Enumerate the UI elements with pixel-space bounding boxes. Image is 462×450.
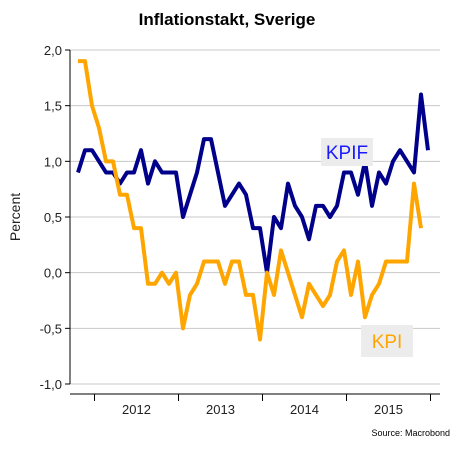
y-tick-labels: 2,0 1,5 1,0 0,5 0,0 -0,5 -1,0: [40, 43, 71, 392]
y-tick-label: 2,0: [44, 43, 62, 58]
kpif-label-text: KPIF: [326, 143, 368, 164]
x-tick-label: 2014: [290, 402, 319, 417]
y-tick-label: 0,0: [44, 266, 62, 281]
y-tick-label: -0,5: [40, 321, 62, 336]
series-line-kpif: [76, 92, 430, 275]
y-axis-label: Percent: [7, 193, 23, 241]
chart-title: Inflationstakt, Sverige: [139, 10, 316, 29]
y-tick-label: 0,5: [44, 210, 62, 225]
series-line-kpi: [78, 59, 423, 342]
series-lines: [76, 59, 430, 342]
kpif-label: KPIF: [321, 138, 373, 166]
x-tick-label: 2013: [206, 402, 235, 417]
x-tick-labels: 2012 2013 2014 2015: [94, 394, 431, 417]
y-tick-label: -1,0: [40, 377, 62, 392]
x-tick-label: 2015: [374, 402, 403, 417]
x-tick-label: 2012: [122, 402, 151, 417]
kpif-label-background: [321, 138, 373, 166]
source-note: Source: Macrobond: [371, 428, 450, 438]
kpi-label: KPI: [361, 325, 413, 357]
y-tick-label: 1,5: [44, 99, 62, 114]
kpi-label-background: [361, 325, 413, 357]
kpi-label-text: KPI: [372, 332, 403, 353]
y-tick-label: 1,0: [44, 154, 62, 169]
